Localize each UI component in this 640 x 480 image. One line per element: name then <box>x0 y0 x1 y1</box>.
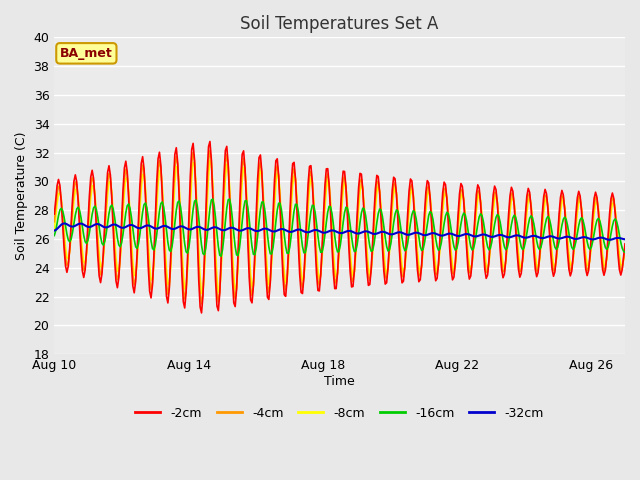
Text: BA_met: BA_met <box>60 47 113 60</box>
Y-axis label: Soil Temperature (C): Soil Temperature (C) <box>15 132 28 260</box>
X-axis label: Time: Time <box>324 375 355 388</box>
Legend: -2cm, -4cm, -8cm, -16cm, -32cm: -2cm, -4cm, -8cm, -16cm, -32cm <box>131 402 549 424</box>
Title: Soil Temperatures Set A: Soil Temperatures Set A <box>241 15 439 33</box>
